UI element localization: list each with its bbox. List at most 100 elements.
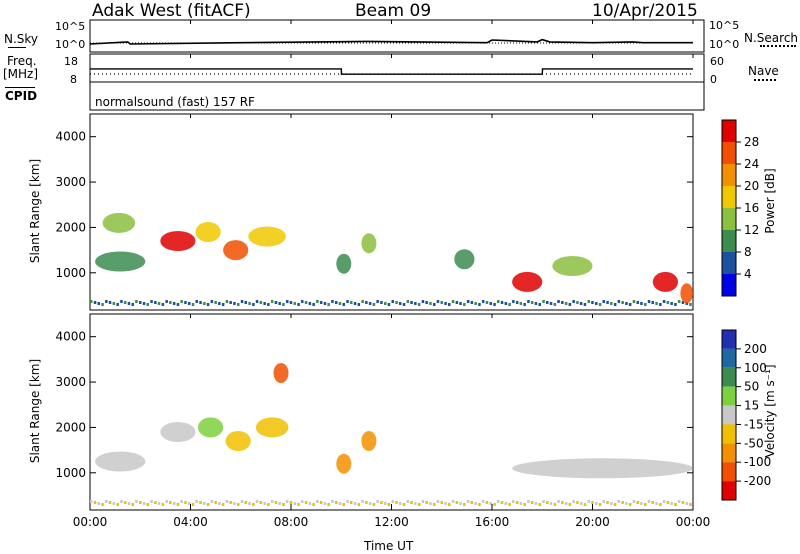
velocity-ground-cell — [342, 503, 345, 506]
power-ground-cell — [142, 302, 146, 305]
velocity-ground-cell — [497, 500, 500, 503]
power-ground-cell — [353, 302, 357, 305]
velocity-ground-cell — [644, 503, 647, 506]
power-ground-cell — [233, 302, 236, 305]
power-ground-cell — [169, 301, 172, 304]
velocity-ground-cell — [576, 501, 579, 504]
velocity-data — [90, 363, 693, 506]
velocity-ground-cell — [252, 503, 255, 506]
velocity-ground-cell — [237, 503, 240, 506]
velocity-ground-cell — [628, 503, 632, 506]
velocity-cbar-cell — [722, 386, 736, 406]
power-cbar-label: Power [dB] — [763, 168, 777, 234]
velocity-ground-cell — [595, 502, 598, 505]
power-ground-cell — [97, 302, 100, 305]
velocity-ground-cell — [489, 502, 492, 505]
velocity-ground-cell — [417, 503, 421, 506]
power-ground-cell — [191, 303, 195, 306]
nsky-series — [89, 38, 693, 45]
velocity-ground-cell — [353, 502, 357, 505]
velocity-ground-cell — [481, 500, 485, 503]
velocity-ground-cell — [655, 502, 658, 505]
velocity-ground-cell — [602, 500, 605, 503]
power-ground-cell — [229, 301, 232, 304]
velocity-ground-cell — [206, 503, 210, 506]
velocity-ground-cell — [380, 501, 383, 504]
power-cell-6 — [361, 233, 377, 254]
velocity-ground-cell — [327, 503, 330, 506]
velocity-ground-cell — [165, 500, 168, 503]
xtick-label: 12:00 — [374, 515, 409, 529]
power-ground-cell — [221, 303, 225, 306]
power-cell-10 — [552, 256, 593, 276]
nave-tick-bottom: 0 — [710, 73, 717, 86]
power-ground-cell — [561, 301, 564, 304]
power-ground-cell — [278, 302, 281, 305]
velocity-ground-cell — [553, 503, 557, 506]
velocity-ground-cell — [123, 501, 127, 504]
power-cbar-cell — [722, 186, 736, 208]
velocity-ground-cell — [233, 502, 236, 505]
power-ground-cell — [282, 303, 285, 306]
velocity-ground-cell — [323, 502, 327, 505]
velocity-ground-cell — [248, 502, 251, 505]
velocity-ground-cell — [218, 502, 221, 505]
velocity-ground-cell — [504, 502, 508, 505]
power-cbar-cell — [722, 252, 736, 274]
velocity-ground-cell — [530, 501, 534, 504]
velocity-ylabel: Slant Range [km] — [28, 358, 42, 464]
velocity-ground-cell — [534, 502, 538, 505]
power-ground-cell — [203, 302, 206, 305]
power-ground-cell — [357, 303, 361, 306]
power-cbar-label: 20 — [744, 179, 759, 193]
velocity-ground-cell — [210, 500, 214, 503]
power-ground-cell — [376, 300, 379, 303]
power-ground-cell — [455, 301, 459, 304]
power-ground-cell — [662, 300, 666, 303]
power-cbar-cell — [722, 230, 736, 252]
velocity-ground-cell — [538, 503, 541, 506]
velocity-ground-cell — [93, 501, 97, 504]
power-ground-cell — [387, 303, 391, 306]
velocity-ground-cell — [150, 500, 153, 503]
power-ground-cell — [625, 302, 628, 305]
velocity-ground-cell — [384, 502, 387, 505]
freq-series — [90, 68, 693, 75]
velocity-ground-cell — [255, 500, 259, 503]
velocity-ground-cell — [184, 501, 187, 504]
power-ground-cell — [301, 300, 304, 303]
power-ground-cell — [335, 301, 338, 304]
velocity-ground-cell — [433, 503, 436, 506]
nsearch-legend-dots — [760, 45, 796, 47]
power-ground-cell — [493, 303, 496, 306]
power-ground-cell — [617, 300, 621, 303]
velocity-cell-7 — [336, 453, 352, 474]
ytick-label: 4000 — [55, 130, 86, 144]
velocity-ground-cell — [549, 502, 553, 505]
velocity-ground-cell — [225, 500, 229, 503]
power-ground-cell — [150, 300, 153, 303]
power-ground-cell — [636, 301, 639, 304]
xtick-label: 20:00 — [575, 515, 610, 529]
velocity-ground-cell — [647, 500, 651, 503]
ytick-label: 1000 — [55, 466, 86, 480]
velocity-cbar-cell — [722, 330, 736, 349]
power-cbar-label: 28 — [744, 135, 759, 149]
power-ground-cell — [417, 303, 421, 306]
power-ground-cell — [659, 303, 662, 306]
velocity-ground-cell — [572, 500, 575, 503]
power-ground-cell — [380, 301, 383, 304]
power-ground-cell — [293, 302, 296, 305]
velocity-ground-cell — [470, 501, 474, 504]
power-ground-cell — [237, 303, 240, 306]
nsky-legend-line — [8, 47, 26, 48]
power-ground-cell — [530, 301, 534, 304]
velocity-ground-cell — [301, 500, 304, 503]
velocity-ground-cell — [90, 500, 93, 503]
power-ground-cell — [451, 300, 455, 303]
velocity-ground-cell — [172, 502, 176, 505]
velocity-ground-cell — [448, 503, 451, 506]
power-ground-cell — [433, 303, 436, 306]
nsky-tick-bottom: 10^0 — [55, 38, 86, 51]
freq-tick-bottom: 8 — [70, 73, 77, 86]
